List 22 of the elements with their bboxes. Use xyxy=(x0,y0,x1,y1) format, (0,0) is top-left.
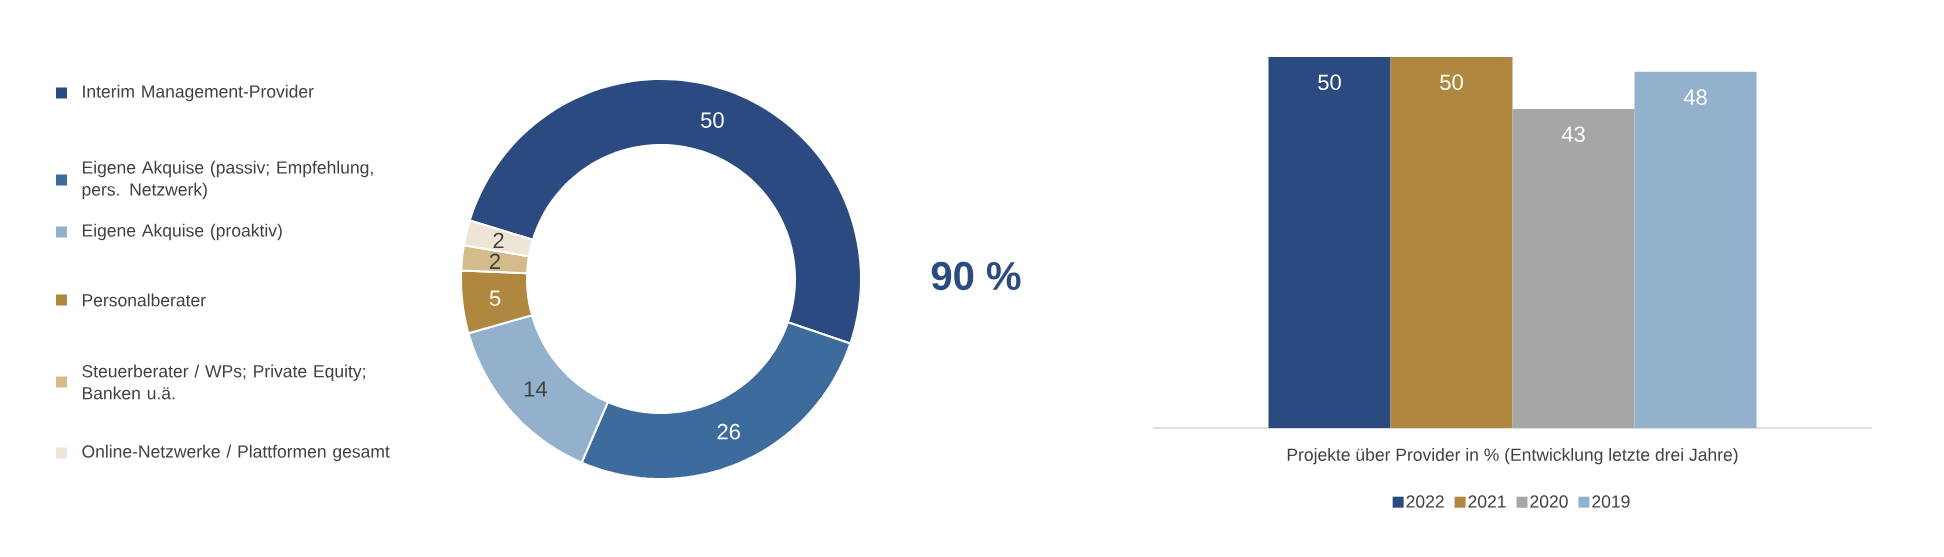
data-label: 50 xyxy=(701,112,724,128)
legend-label: 2019 xyxy=(1592,495,1630,508)
data-label: 50 xyxy=(1440,74,1463,91)
legend-label: 2022 xyxy=(1406,495,1444,508)
data-label: 50 xyxy=(1318,74,1341,91)
legend-label: 2020 xyxy=(1530,495,1568,508)
legend-label: Interim Management-Provider xyxy=(83,84,314,102)
x-axis-title: Projekte über Provider in % (Entwicklung letzte drei Jahre) xyxy=(1287,448,1738,465)
legend-label: Steuerberater / WPs; Private Equity; Banken u.ä. xyxy=(82,364,365,400)
legend-label: Personalberater xyxy=(82,293,206,307)
data-label: 14 xyxy=(524,381,547,397)
data-label: 43 xyxy=(1561,126,1585,143)
legend-label: Online-Netzwerke / Plattformen gesamt xyxy=(82,444,390,462)
legend-label: 2021 xyxy=(1468,495,1506,508)
legend-label: Eigene Akquise (proaktiv) xyxy=(82,223,282,241)
data-label: 2 xyxy=(489,253,500,269)
data-label: 2 xyxy=(493,232,504,249)
data-label: 5 xyxy=(489,290,501,306)
text: 90 % xyxy=(931,261,1021,291)
data-label: 26 xyxy=(717,423,740,440)
legend-label: Eigene Akquise (passiv; Empfehlung, pers. Netzwerk) xyxy=(82,160,373,200)
data-label: 48 xyxy=(1683,89,1707,105)
